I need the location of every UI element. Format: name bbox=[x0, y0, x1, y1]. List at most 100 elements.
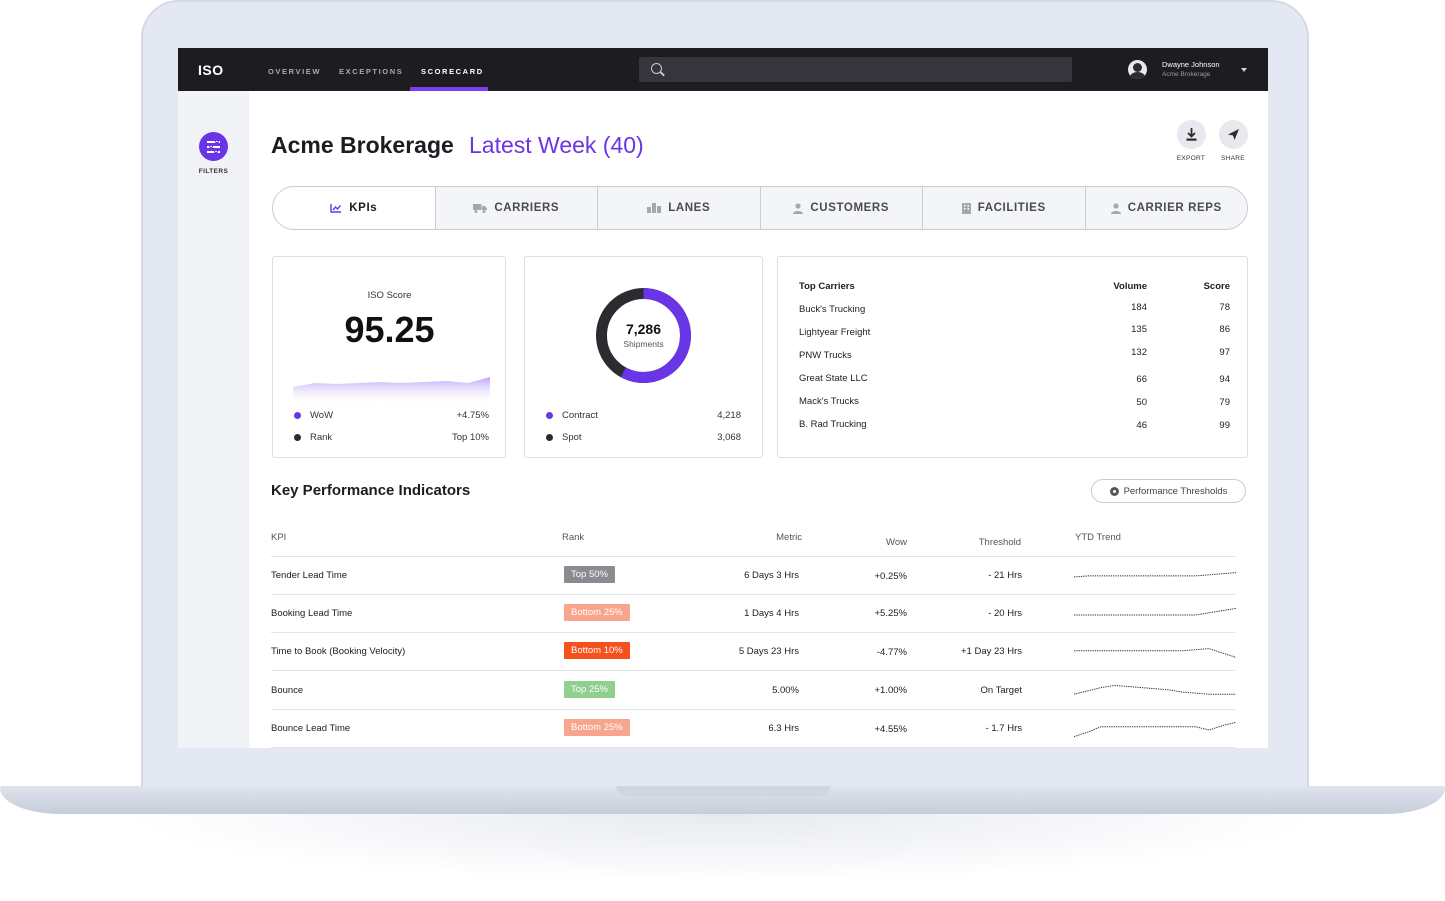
tab-carrier-reps[interactable]: CARRIER REPS bbox=[1084, 187, 1248, 229]
filters-label: FILTERS bbox=[198, 168, 229, 175]
share-button[interactable] bbox=[1219, 120, 1248, 149]
tab-label: CARRIER REPS bbox=[1127, 202, 1222, 214]
row-divider bbox=[271, 556, 1235, 557]
user-name: Dwayne Johnson bbox=[1162, 60, 1220, 69]
performance-thresholds-label: Performance Thresholds bbox=[1123, 485, 1228, 497]
rank-badge: Bottom 25% bbox=[564, 604, 630, 621]
carrier-name[interactable]: PNW Trucks bbox=[799, 350, 852, 361]
kpi-name[interactable]: Tender Lead Time bbox=[271, 570, 348, 581]
wow-label: WoW bbox=[310, 410, 334, 421]
kpi-metric: 6 Days 3 Hrs bbox=[744, 570, 799, 581]
tab-kpis[interactable]: KPIs bbox=[273, 187, 435, 229]
score-header: Score bbox=[1203, 281, 1230, 292]
carrier-name[interactable]: Buck's Trucking bbox=[799, 304, 866, 315]
chevron-down-icon[interactable] bbox=[1241, 68, 1247, 72]
row-divider bbox=[271, 670, 1235, 671]
truck-icon bbox=[473, 204, 488, 213]
rank-badge: Top 25% bbox=[564, 681, 615, 698]
contract-value: 4,218 bbox=[717, 410, 741, 421]
ytd-trend-sparkline bbox=[1074, 648, 1236, 658]
kpi-name[interactable]: Bounce bbox=[271, 685, 304, 696]
tab-lanes[interactable]: LANES bbox=[597, 187, 760, 229]
share-label: SHARE bbox=[1221, 155, 1245, 162]
column-header-metric[interactable]: Metric bbox=[776, 532, 802, 543]
carrier-volume: 46 bbox=[1136, 420, 1147, 431]
rank-value: Top 10% bbox=[452, 432, 489, 443]
kpi-metric: 5.00% bbox=[772, 685, 799, 696]
kpi-threshold: On Target bbox=[980, 685, 1022, 696]
nav-tab-exceptions[interactable]: EXCEPTIONS bbox=[339, 67, 404, 76]
tab-label: KPIs bbox=[349, 202, 378, 214]
tab-carriers[interactable]: CARRIERS bbox=[434, 187, 598, 229]
iso-score-value: 95.25 bbox=[344, 309, 435, 350]
volume-header: Volume bbox=[1113, 281, 1147, 292]
carrier-name[interactable]: Great State LLC bbox=[799, 373, 868, 384]
column-header-ytd-trend[interactable]: YTD Trend bbox=[1075, 532, 1121, 543]
kpi-metric: 5 Days 23 Hrs bbox=[738, 646, 799, 657]
ytd-trend-sparkline bbox=[1074, 607, 1236, 616]
rank-badge: Bottom 25% bbox=[564, 719, 630, 736]
kpi-metric: 1 Days 4 Hrs bbox=[744, 608, 799, 619]
iso-trend-area bbox=[293, 377, 490, 405]
row-divider bbox=[271, 747, 1235, 748]
carrier-name[interactable]: B. Rad Trucking bbox=[799, 419, 867, 430]
top-carriers-heading: Top Carriers bbox=[799, 281, 855, 292]
download-icon bbox=[1186, 128, 1197, 141]
column-header-kpi[interactable]: KPI bbox=[271, 532, 287, 543]
avatar[interactable] bbox=[1128, 60, 1147, 79]
person-icon bbox=[1110, 202, 1121, 214]
kpi-threshold: +1 Day 23 Hrs bbox=[961, 646, 1022, 657]
laptop-notch bbox=[616, 786, 830, 796]
carrier-name[interactable]: Mack's Trucks bbox=[799, 396, 859, 407]
page-subtitle: Latest Week (40) bbox=[469, 132, 644, 158]
sidebar: FILTERS bbox=[178, 91, 249, 748]
carrier-volume: 132 bbox=[1131, 347, 1147, 358]
shipments-total: 7,286 bbox=[625, 321, 662, 337]
carrier-score: 79 bbox=[1219, 397, 1230, 408]
carrier-volume: 184 bbox=[1131, 302, 1147, 313]
ytd-trend-sparkline bbox=[1074, 684, 1236, 695]
carrier-score: 86 bbox=[1219, 324, 1230, 335]
carrier-volume: 135 bbox=[1131, 324, 1147, 335]
ytd-trend-sparkline bbox=[1074, 572, 1236, 578]
filters-button[interactable] bbox=[199, 132, 228, 161]
spot-label: Spot bbox=[562, 432, 582, 443]
carrier-score: 99 bbox=[1219, 420, 1230, 431]
tab-facilities[interactable]: FACILITIES bbox=[922, 187, 1085, 229]
kpi-name[interactable]: Bounce Lead Time bbox=[271, 723, 351, 734]
kpi-threshold: - 1.7 Hrs bbox=[985, 723, 1022, 734]
column-header-wow[interactable]: Wow bbox=[886, 537, 907, 548]
tab-customers[interactable]: CUSTOMERS bbox=[759, 187, 923, 229]
kpi-threshold: - 21 Hrs bbox=[988, 570, 1022, 581]
laptop-shadow bbox=[120, 814, 1325, 884]
nav-tab-overview[interactable]: OVERVIEW bbox=[268, 67, 322, 76]
kpi-name[interactable]: Booking Lead Time bbox=[271, 608, 353, 619]
search-input[interactable] bbox=[639, 57, 1072, 82]
carrier-volume: 66 bbox=[1136, 374, 1147, 385]
app-logo[interactable]: ISO bbox=[198, 62, 224, 78]
carrier-name[interactable]: Lightyear Freight bbox=[799, 327, 871, 338]
column-header-threshold[interactable]: Threshold bbox=[978, 537, 1021, 548]
app-screen: ISO OVERVIEW EXCEPTIONS SCORECARD Dwayne… bbox=[178, 48, 1268, 748]
performance-thresholds-button[interactable]: Performance Thresholds bbox=[1091, 479, 1246, 503]
carrier-score: 94 bbox=[1219, 374, 1230, 385]
kpi-metric: 6.3 Hrs bbox=[768, 723, 799, 734]
carrier-volume: 50 bbox=[1136, 397, 1147, 408]
gear-icon bbox=[1109, 486, 1119, 496]
sliders-icon bbox=[215, 139, 219, 143]
search-icon bbox=[651, 63, 662, 74]
ytd-trend-sparkline bbox=[1074, 721, 1236, 738]
carrier-score: 78 bbox=[1219, 302, 1230, 313]
contract-label: Contract bbox=[562, 410, 598, 421]
shipments-card: 7,286 Shipments Contract 4,218 Spot 3,06… bbox=[524, 256, 763, 458]
kpi-wow: +1.00% bbox=[874, 685, 908, 696]
wow-dot bbox=[294, 412, 301, 419]
city-icon bbox=[647, 203, 662, 213]
column-header-rank[interactable]: Rank bbox=[562, 532, 585, 543]
tab-label: CUSTOMERS bbox=[810, 202, 890, 214]
kpi-name[interactable]: Time to Book (Booking Velocity) bbox=[271, 646, 406, 657]
nav-tab-scorecard[interactable]: SCORECARD bbox=[421, 67, 484, 76]
export-button[interactable] bbox=[1177, 120, 1206, 149]
chart-icon bbox=[330, 204, 342, 213]
top-carriers-card: Top Carriers Volume Score Buck's Truckin… bbox=[777, 256, 1248, 458]
